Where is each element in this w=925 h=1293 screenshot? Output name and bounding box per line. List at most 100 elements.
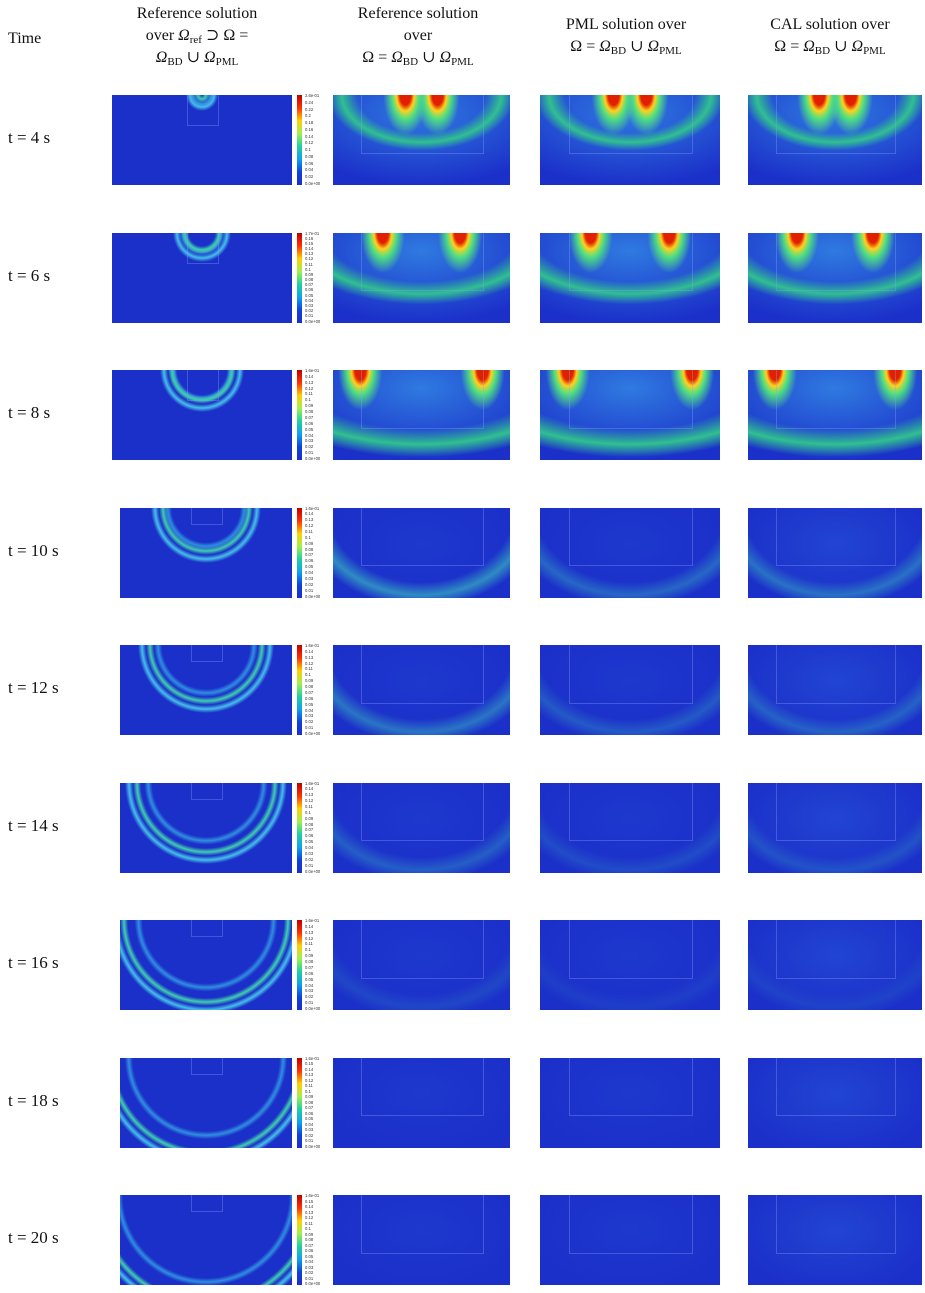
colorbar-label: 0.0e+00 bbox=[305, 868, 321, 874]
header-text: Ω = bbox=[362, 49, 392, 66]
time-label: t = 8 s bbox=[8, 403, 51, 422]
domain-outline bbox=[187, 370, 219, 401]
colorbar-label: 0.01 bbox=[305, 587, 314, 593]
solution-image bbox=[333, 507, 510, 598]
colorbar-label: 0.14 bbox=[305, 923, 314, 929]
colorbar-label: 0.02 bbox=[305, 1270, 314, 1275]
solution-image bbox=[540, 507, 720, 598]
colorbar-label: 0.04 bbox=[305, 982, 314, 988]
domain-outline bbox=[187, 232, 219, 264]
column-header: CAL solution over Ω = ΩBD ∪ ΩPML bbox=[735, 14, 925, 58]
colorbar-label: 0.16 bbox=[305, 235, 314, 241]
domain-outline bbox=[191, 920, 223, 937]
header-line: Ω = ΩBD ∪ ΩPML bbox=[528, 36, 724, 58]
colorbar-label: 0.02 bbox=[305, 444, 314, 450]
header-line: Reference solution bbox=[318, 3, 518, 25]
domain-outline bbox=[568, 370, 694, 429]
domain-outline bbox=[191, 645, 223, 662]
colorbar-label: 0.0e+00 bbox=[305, 731, 321, 736]
solution-image bbox=[333, 1057, 510, 1148]
header-line: over bbox=[318, 25, 518, 47]
colorbar-label: 1.6e-01 bbox=[305, 1055, 320, 1061]
colorbar-label: 0.11 bbox=[305, 391, 313, 397]
header-text: ∪ bbox=[830, 38, 852, 55]
colorbar-label: 0.06 bbox=[305, 1248, 314, 1253]
time-label: t = 4 s bbox=[8, 128, 51, 147]
colorbar-label: 1.6e-01 bbox=[305, 1193, 320, 1198]
colorbar-label: 0.05 bbox=[305, 839, 314, 845]
symbol: Ω bbox=[391, 49, 403, 66]
domain-outline bbox=[568, 95, 694, 154]
solution-image bbox=[333, 920, 510, 1010]
colorbar-label: 0.09 bbox=[305, 1231, 314, 1237]
colorbar-label: 0.03 bbox=[305, 1127, 314, 1132]
colorbar bbox=[297, 782, 302, 873]
header-text: Ω = bbox=[570, 38, 600, 55]
colorbar-label: 0.04 bbox=[305, 845, 314, 851]
colorbar-label: 0.08 bbox=[305, 277, 314, 283]
colorbar-label: 0.02 bbox=[305, 994, 314, 1000]
colorbar-label: 0.01 bbox=[305, 1138, 314, 1143]
colorbar-label: 0.13 bbox=[305, 929, 314, 935]
colorbar-label: 0.08 bbox=[305, 546, 314, 552]
subscript: PML bbox=[659, 45, 682, 57]
solution-image bbox=[333, 232, 510, 323]
domain-outline bbox=[568, 782, 694, 842]
colorbar-label: 0.09 bbox=[305, 815, 314, 821]
colorbar-label: 0.06 bbox=[305, 287, 314, 293]
header-text: ∪ bbox=[182, 49, 205, 66]
header-line: over Ωref ⊃ Ω = bbox=[102, 25, 292, 47]
domain-outline bbox=[361, 232, 484, 292]
reference-image bbox=[112, 95, 292, 185]
solution-image bbox=[540, 645, 720, 735]
colorbar-label: 0.03 bbox=[305, 302, 314, 308]
solution-image bbox=[333, 782, 510, 873]
colorbar-label: 1.6e-01 bbox=[305, 368, 320, 373]
colorbar-label: 0.05 bbox=[305, 564, 314, 570]
solution-image bbox=[748, 782, 922, 873]
colorbar-label: 0.11 bbox=[305, 941, 313, 947]
header-text: PML solution over bbox=[565, 16, 687, 33]
colorbar-label: 0.24 bbox=[305, 99, 314, 105]
colorbar-label: 0.08 bbox=[305, 1099, 314, 1105]
colorbar-label: 0.05 bbox=[305, 1253, 314, 1259]
domain-outline bbox=[568, 507, 694, 567]
solution-image bbox=[748, 1195, 922, 1285]
header-line: CAL solution over bbox=[735, 14, 925, 36]
colorbar-label: 1.6e-01 bbox=[305, 505, 320, 511]
solution-image bbox=[748, 507, 922, 598]
colorbar-label: 0.03 bbox=[305, 575, 314, 581]
colorbar-label: 0.13 bbox=[305, 379, 314, 385]
header-text: Ω = bbox=[774, 38, 804, 55]
colorbar-label: 0.04 bbox=[305, 707, 314, 713]
colorbar-label: 0.13 bbox=[305, 654, 314, 660]
colorbar-label: 0.04 bbox=[305, 297, 314, 303]
colorbar bbox=[297, 95, 302, 185]
colorbar-label: 0.08 bbox=[305, 409, 314, 415]
domain-outline bbox=[775, 95, 897, 154]
column-header: Reference solution over Ω = ΩBD ∪ ΩPML bbox=[318, 3, 518, 69]
colorbar-label: 0.14 bbox=[305, 373, 314, 379]
colorbar-label: 0.07 bbox=[305, 689, 314, 695]
colorbar-label: 0.0e+00 bbox=[305, 1006, 321, 1011]
reference-image bbox=[112, 232, 292, 323]
colorbar-label: 0.01 bbox=[305, 450, 314, 456]
colorbar-label: 0.1 bbox=[305, 1088, 311, 1094]
colorbar-label: 0.11 bbox=[305, 1220, 313, 1226]
header-text: Reference solution bbox=[136, 5, 258, 22]
solution-image bbox=[540, 95, 720, 185]
column-header: Time bbox=[8, 28, 68, 50]
domain-outline bbox=[568, 1057, 694, 1117]
colorbar-label: 1.6e-01 bbox=[305, 918, 320, 923]
colorbar bbox=[297, 1057, 302, 1148]
solution-image bbox=[333, 1195, 510, 1285]
colorbar-label: 0.12 bbox=[305, 140, 314, 146]
solution-image bbox=[748, 645, 922, 735]
colorbar-label: 0.1 bbox=[305, 1226, 311, 1231]
colorbar-label: 0.07 bbox=[305, 1105, 314, 1110]
header-line: Reference solution bbox=[102, 3, 292, 25]
domain-outline bbox=[775, 1195, 897, 1254]
symbol: Ω bbox=[155, 49, 168, 66]
domain-outline bbox=[361, 507, 484, 567]
domain-outline bbox=[775, 1057, 897, 1117]
